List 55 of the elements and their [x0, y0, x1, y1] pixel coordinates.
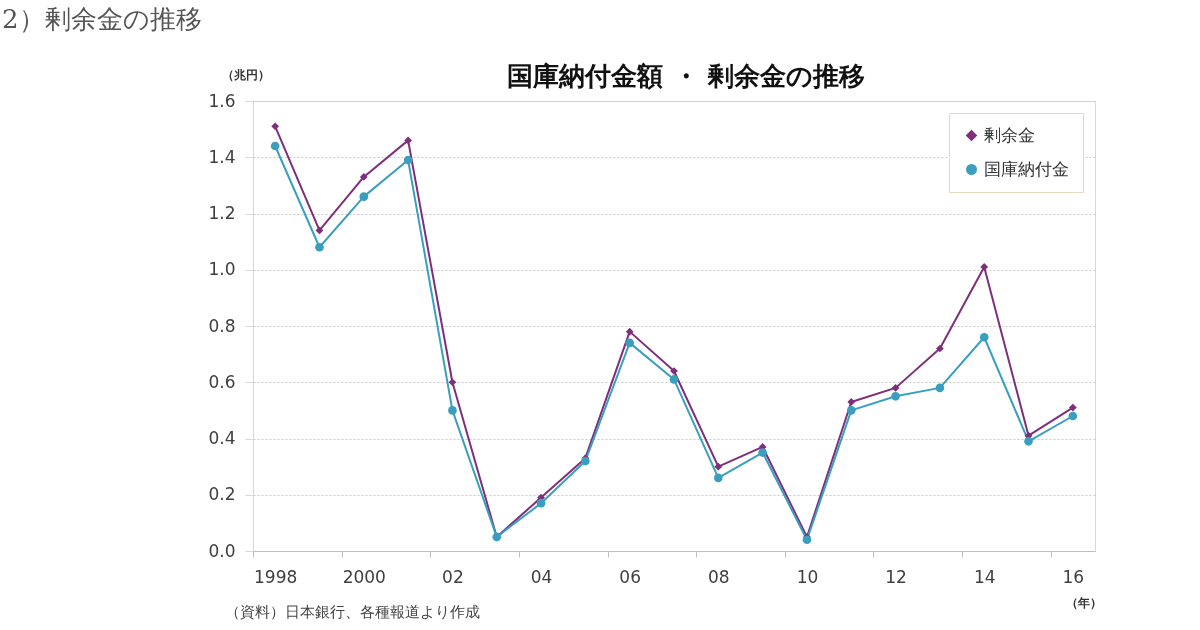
x-tick-label: 1998 [254, 566, 298, 587]
point [758, 448, 767, 457]
legend-label: 国庫納付金 [984, 158, 1069, 179]
point [847, 398, 856, 406]
x-tick-label: 2000 [342, 566, 386, 587]
x-tick-label: 08 [708, 566, 730, 587]
point [315, 242, 324, 252]
x-tick-label: 14 [973, 566, 996, 587]
point [979, 332, 989, 342]
point [935, 383, 945, 393]
point [980, 263, 989, 271]
y-tick-label: 1.6 [208, 90, 236, 111]
point [359, 173, 368, 181]
point [359, 192, 369, 201]
point [846, 406, 856, 415]
point [625, 338, 635, 348]
point [1068, 403, 1077, 412]
y-tick-label: 0.6 [208, 371, 236, 392]
x-tick-label: 02 [442, 566, 464, 587]
x-tick-label: 10 [796, 566, 819, 587]
text: （資料）日本銀行、各種報道より作成 [225, 603, 480, 621]
x-tick-label: 16 [1062, 566, 1085, 587]
y-tick-label: 0.4 [208, 428, 236, 448]
point [1024, 436, 1033, 446]
y-tick-label: 0.2 [208, 484, 236, 505]
point [404, 136, 412, 145]
point [315, 226, 324, 235]
y-tick-label: 0.0 [208, 540, 236, 561]
point [536, 498, 546, 508]
point [891, 391, 900, 401]
point [403, 155, 413, 165]
y-axis-title: （兆円） [221, 67, 270, 82]
point [270, 141, 280, 151]
text: 2）剰余金の推移 [2, 4, 202, 34]
legend-label: 剰余金 [984, 124, 1035, 145]
point [936, 344, 944, 353]
x-tick-label: 04 [530, 566, 553, 587]
point [802, 535, 812, 545]
y-tick-label: 1.4 [208, 146, 236, 167]
y-tick-label: 1.0 [208, 259, 236, 280]
y-tick-label: 1.2 [208, 203, 236, 223]
point [714, 462, 723, 471]
point [713, 473, 723, 483]
point [625, 327, 634, 336]
chart-title: 国庫納付金額 ・ 剰余金の推移 [507, 61, 865, 91]
point [448, 406, 457, 415]
x-tick-label: 06 [619, 566, 641, 587]
point [1068, 411, 1078, 421]
x-axis-title: （年） [1065, 595, 1102, 610]
point [669, 375, 679, 384]
point [448, 378, 457, 387]
point [891, 384, 900, 392]
y-tick-label: 0.8 [208, 315, 236, 336]
x-tick-label: 12 [885, 566, 907, 587]
point [271, 122, 280, 131]
